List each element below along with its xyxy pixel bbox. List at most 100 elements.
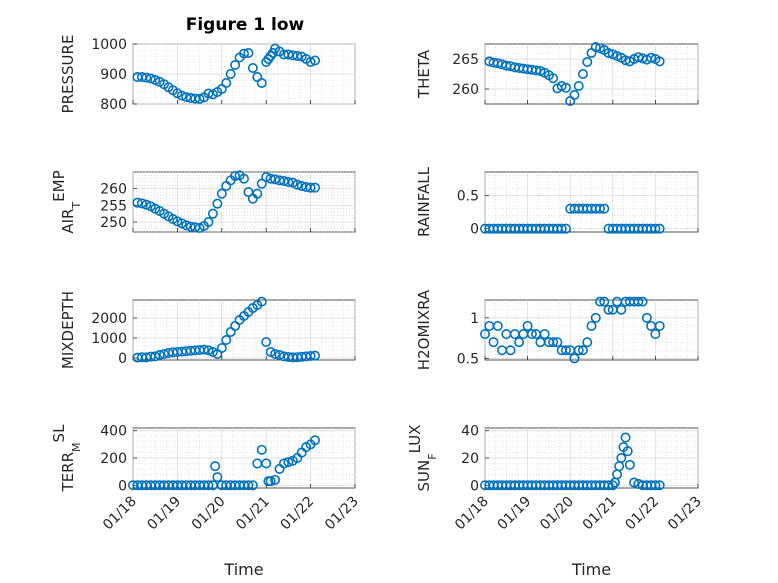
- data-point: [650, 223, 661, 234]
- figure-title: Figure 1 low: [186, 15, 305, 35]
- data-series: [479, 203, 665, 234]
- data-point: [603, 304, 614, 315]
- data-point: [212, 198, 223, 209]
- data-point: [641, 312, 652, 323]
- data-point: [270, 474, 281, 485]
- data-point: [586, 320, 597, 331]
- data-point: [654, 480, 665, 491]
- data-point: [283, 457, 294, 468]
- x-tick-label: 01/18: [452, 494, 492, 534]
- data-point: [221, 334, 232, 345]
- data-point: [577, 69, 588, 80]
- data-point: [256, 444, 267, 455]
- y-tick-label: 1000: [91, 37, 127, 53]
- data-point: [292, 50, 303, 61]
- data-point: [274, 349, 285, 360]
- data-series: [132, 43, 321, 104]
- y-tick-label: 0: [118, 478, 127, 494]
- data-point: [620, 432, 631, 443]
- y-tick-label: 1: [470, 311, 479, 327]
- data-point: [310, 350, 321, 361]
- data-point: [526, 329, 537, 340]
- y-tick-label: 20: [461, 451, 479, 467]
- data-point: [203, 217, 214, 228]
- y-tick-label: 0: [470, 222, 479, 238]
- x-tick-label: 01/19: [495, 494, 535, 534]
- data-point: [283, 177, 294, 188]
- grid: [484, 172, 699, 232]
- data-point: [216, 188, 227, 199]
- rainfall-subplot: 0 0.5 RAINFALL: [415, 166, 699, 238]
- y-tick-label: 265: [452, 52, 479, 68]
- data-point: [256, 296, 267, 307]
- y-axis-label: SUNFLUX: [406, 425, 439, 492]
- data-point: [132, 197, 143, 208]
- data-point: [629, 477, 640, 488]
- data-point: [590, 312, 601, 323]
- data-point: [176, 90, 187, 101]
- x-tick-label: 01/22: [278, 494, 318, 534]
- y-tick-label: 200: [100, 451, 127, 467]
- data-point: [573, 345, 584, 356]
- data-point: [216, 342, 227, 353]
- data-series: [479, 296, 665, 364]
- data-point: [270, 348, 281, 359]
- data-point: [145, 73, 156, 84]
- data-point: [607, 480, 618, 491]
- y-tick-label: 1000: [91, 331, 127, 347]
- data-point: [548, 73, 559, 84]
- y-tick-label: 0: [470, 478, 479, 494]
- grid: [132, 428, 356, 488]
- y-tick-label: 0: [118, 351, 127, 367]
- data-point: [256, 178, 267, 189]
- data-point: [595, 296, 606, 307]
- y-axis-label: MIXDEPTH: [59, 291, 77, 369]
- data-point: [488, 337, 499, 348]
- data-point: [616, 304, 627, 315]
- x-tick-label: 01/23: [665, 494, 705, 534]
- y-tick-label: 0.5: [457, 188, 479, 204]
- data-point: [243, 480, 254, 491]
- data-point: [225, 69, 236, 80]
- data-point: [654, 223, 665, 234]
- data-point: [243, 47, 254, 58]
- y-axis-label: THETA: [415, 49, 433, 99]
- x-tick-label: 01/20: [537, 494, 577, 534]
- x-axis-label: Time: [223, 560, 263, 579]
- data-point: [305, 182, 316, 193]
- data-point: [595, 203, 606, 214]
- data-point: [221, 78, 232, 89]
- data-point: [633, 296, 644, 307]
- data-series: [484, 41, 665, 107]
- data-point: [210, 461, 221, 472]
- data-point: [150, 351, 161, 362]
- data-point: [654, 56, 665, 67]
- h2omixra-subplot: 0.5 1 H2OMIXRA: [415, 289, 699, 370]
- data-point: [560, 345, 571, 356]
- sun-flux-subplot: 0 20 40 01/18 01/19 01/20 01/21 01/22 01/23 SUNFL…: [406, 424, 705, 579]
- data-point: [239, 173, 250, 184]
- x-tick-label: 01/23: [322, 494, 362, 534]
- y-tick-label: 260: [100, 182, 127, 198]
- x-tick-label: 01/19: [144, 494, 184, 534]
- data-point: [141, 199, 152, 210]
- data-point: [292, 179, 303, 190]
- y-tick-label: 800: [100, 97, 127, 113]
- data-point: [548, 337, 559, 348]
- y-tick-label: 250: [100, 215, 127, 231]
- x-tick-label: 01/18: [100, 494, 140, 534]
- data-point: [492, 320, 503, 331]
- data-series: [132, 296, 321, 363]
- data-point: [261, 336, 272, 347]
- data-point: [599, 203, 610, 214]
- data-point: [203, 480, 214, 491]
- data-series: [128, 435, 321, 491]
- data-point: [247, 62, 258, 73]
- data-point: [577, 345, 588, 356]
- data-point: [247, 480, 258, 491]
- y-axis-label: PRESSURE: [59, 35, 77, 114]
- data-point: [199, 344, 210, 355]
- data-point: [207, 208, 218, 219]
- data-point: [569, 353, 580, 364]
